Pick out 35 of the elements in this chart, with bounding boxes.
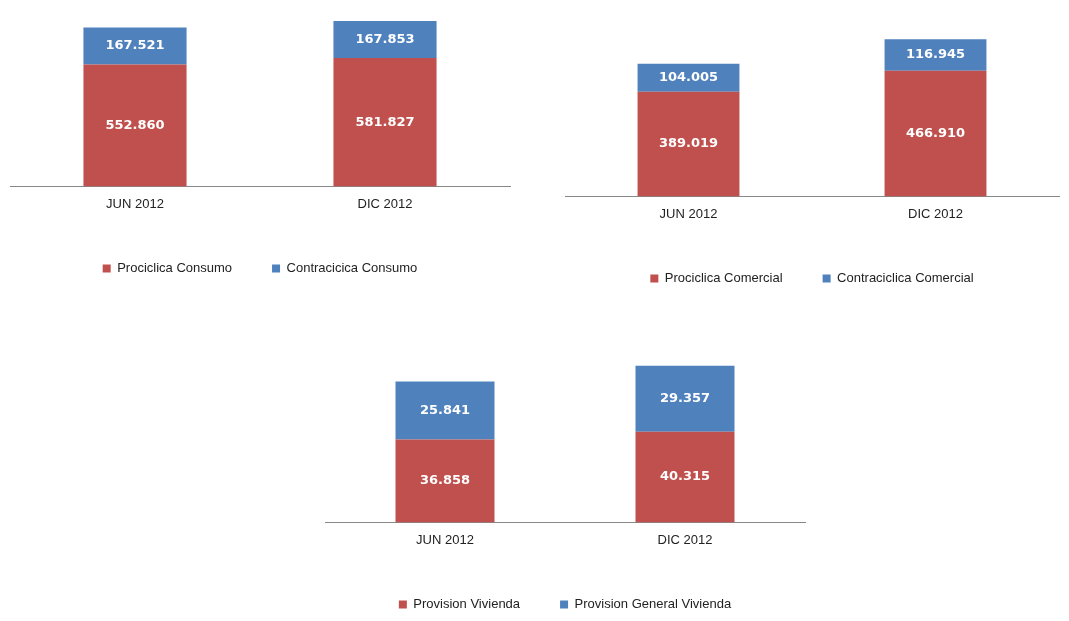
data-label: 581.827: [355, 113, 415, 129]
bar: [395, 439, 495, 523]
bar: [635, 431, 735, 523]
x-tick-label: JUN 2012: [416, 531, 474, 547]
x-tick-label: JUN 2012: [659, 205, 718, 221]
data-label: 116.945: [905, 46, 966, 62]
x-tick-label: DIC 2012: [357, 195, 413, 211]
x-tick-label: JUN 2012: [106, 195, 164, 211]
bar: [333, 21, 437, 59]
legend-label: Provision Vivienda: [413, 596, 521, 612]
bar: [884, 39, 987, 71]
bar: [395, 381, 495, 440]
data-label: 36.858: [419, 472, 471, 488]
bar: [635, 365, 735, 432]
legend-label: Prociclica Consumo: [117, 260, 233, 276]
data-label: 552.860: [105, 116, 165, 132]
bar: [83, 27, 187, 65]
data-label: 40.315: [659, 468, 711, 484]
legend-label: Contraciclica Comercial: [837, 270, 974, 286]
data-label: 167.853: [355, 30, 415, 46]
data-label: 167.521: [105, 37, 165, 53]
data-label: 389.019: [658, 135, 719, 151]
legend-label: Provision General Vivienda: [574, 596, 732, 612]
bar: [637, 91, 740, 197]
bar: [884, 70, 987, 197]
legend-label: Contracicica Consumo: [286, 260, 418, 276]
bar: [83, 64, 187, 187]
bar: [333, 58, 437, 187]
legend-label: Prociclica Comercial: [664, 270, 783, 286]
data-label: 104.005: [658, 69, 719, 85]
data-label: 25.841: [419, 401, 471, 417]
data-label: 466.910: [905, 124, 966, 140]
data-label: 29.357: [659, 390, 711, 406]
x-tick-label: DIC 2012: [908, 205, 963, 221]
x-tick-label: DIC 2012: [657, 531, 713, 547]
